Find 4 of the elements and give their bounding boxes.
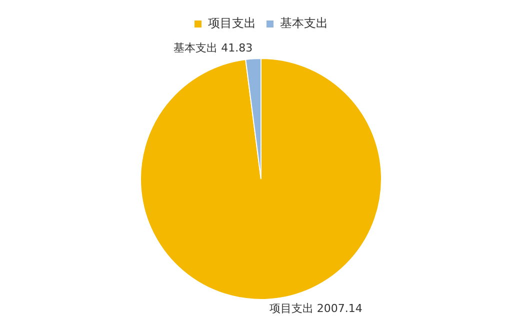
legend-label: 基本支出	[280, 16, 328, 30]
data-label: 项目支出 2007.14	[269, 302, 362, 316]
legend-label: 项目支出	[208, 16, 256, 30]
data-label: 基本支出 41.83	[174, 42, 253, 55]
